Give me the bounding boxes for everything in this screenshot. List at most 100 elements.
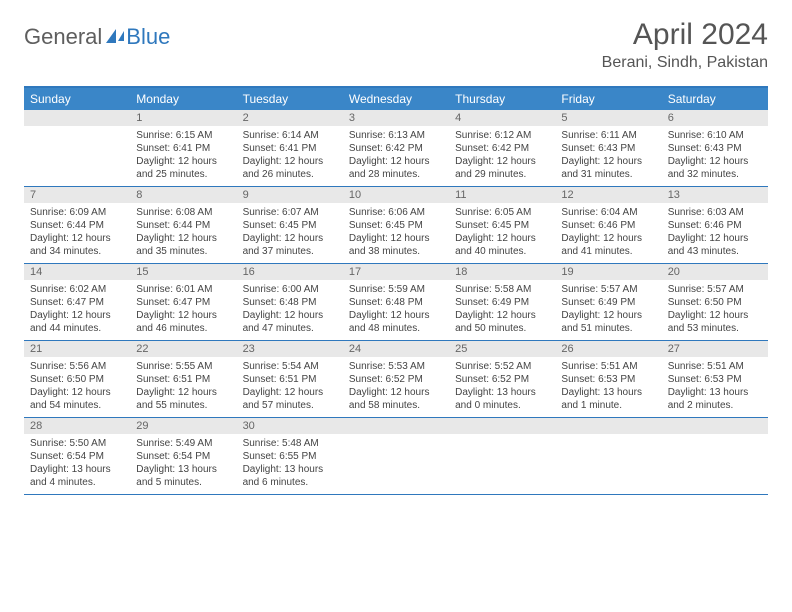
day-number: 7 <box>24 187 130 203</box>
daylight-text: Daylight: 12 hours and 47 minutes. <box>243 309 337 335</box>
sunset-text: Sunset: 6:46 PM <box>668 219 762 232</box>
day-number <box>24 110 130 126</box>
daylight-text: Daylight: 12 hours and 53 minutes. <box>668 309 762 335</box>
day-header-row: Sunday Monday Tuesday Wednesday Thursday… <box>24 88 768 110</box>
sunrise-text: Sunrise: 6:01 AM <box>136 283 230 296</box>
sunset-text: Sunset: 6:42 PM <box>349 142 443 155</box>
daylight-text: Daylight: 12 hours and 29 minutes. <box>455 155 549 181</box>
day-body: Sunrise: 5:54 AMSunset: 6:51 PMDaylight:… <box>237 357 343 417</box>
day-body: Sunrise: 6:15 AMSunset: 6:41 PMDaylight:… <box>130 126 236 186</box>
day-cell: 24Sunrise: 5:53 AMSunset: 6:52 PMDayligh… <box>343 341 449 417</box>
daylight-text: Daylight: 13 hours and 4 minutes. <box>30 463 124 489</box>
day-body: Sunrise: 5:57 AMSunset: 6:50 PMDaylight:… <box>662 280 768 340</box>
daylight-text: Daylight: 12 hours and 55 minutes. <box>136 386 230 412</box>
day-header-fri: Friday <box>555 88 661 110</box>
daylight-text: Daylight: 12 hours and 50 minutes. <box>455 309 549 335</box>
day-header-thu: Thursday <box>449 88 555 110</box>
logo-triangle2-icon <box>118 31 124 41</box>
daylight-text: Daylight: 12 hours and 54 minutes. <box>30 386 124 412</box>
sunrise-text: Sunrise: 5:49 AM <box>136 437 230 450</box>
day-number: 15 <box>130 264 236 280</box>
daylight-text: Daylight: 12 hours and 26 minutes. <box>243 155 337 181</box>
sunrise-text: Sunrise: 6:13 AM <box>349 129 443 142</box>
sunrise-text: Sunrise: 5:57 AM <box>668 283 762 296</box>
daylight-text: Daylight: 13 hours and 2 minutes. <box>668 386 762 412</box>
day-body: Sunrise: 5:52 AMSunset: 6:52 PMDaylight:… <box>449 357 555 417</box>
sunrise-text: Sunrise: 5:54 AM <box>243 360 337 373</box>
month-title: April 2024 <box>602 18 768 52</box>
day-number: 5 <box>555 110 661 126</box>
day-cell: 10Sunrise: 6:06 AMSunset: 6:45 PMDayligh… <box>343 187 449 263</box>
week-row: 7Sunrise: 6:09 AMSunset: 6:44 PMDaylight… <box>24 187 768 264</box>
day-body: Sunrise: 6:10 AMSunset: 6:43 PMDaylight:… <box>662 126 768 186</box>
day-cell: 30Sunrise: 5:48 AMSunset: 6:55 PMDayligh… <box>237 418 343 494</box>
daylight-text: Daylight: 12 hours and 57 minutes. <box>243 386 337 412</box>
calendar-grid: Sunday Monday Tuesday Wednesday Thursday… <box>24 86 768 495</box>
day-number: 4 <box>449 110 555 126</box>
sunset-text: Sunset: 6:43 PM <box>668 142 762 155</box>
daylight-text: Daylight: 12 hours and 43 minutes. <box>668 232 762 258</box>
day-cell: 12Sunrise: 6:04 AMSunset: 6:46 PMDayligh… <box>555 187 661 263</box>
week-row: 14Sunrise: 6:02 AMSunset: 6:47 PMDayligh… <box>24 264 768 341</box>
day-cell: 15Sunrise: 6:01 AMSunset: 6:47 PMDayligh… <box>130 264 236 340</box>
day-number: 9 <box>237 187 343 203</box>
daylight-text: Daylight: 13 hours and 5 minutes. <box>136 463 230 489</box>
sunrise-text: Sunrise: 6:15 AM <box>136 129 230 142</box>
sunset-text: Sunset: 6:50 PM <box>668 296 762 309</box>
daylight-text: Daylight: 12 hours and 48 minutes. <box>349 309 443 335</box>
day-cell: 23Sunrise: 5:54 AMSunset: 6:51 PMDayligh… <box>237 341 343 417</box>
day-number: 29 <box>130 418 236 434</box>
day-body: Sunrise: 6:00 AMSunset: 6:48 PMDaylight:… <box>237 280 343 340</box>
day-number: 6 <box>662 110 768 126</box>
logo-word2: Blue <box>126 24 170 50</box>
weeks-container: 1Sunrise: 6:15 AMSunset: 6:41 PMDaylight… <box>24 110 768 495</box>
day-cell: 21Sunrise: 5:56 AMSunset: 6:50 PMDayligh… <box>24 341 130 417</box>
sunset-text: Sunset: 6:46 PM <box>561 219 655 232</box>
daylight-text: Daylight: 12 hours and 51 minutes. <box>561 309 655 335</box>
sunrise-text: Sunrise: 6:04 AM <box>561 206 655 219</box>
sunset-text: Sunset: 6:53 PM <box>561 373 655 386</box>
day-cell: 26Sunrise: 5:51 AMSunset: 6:53 PMDayligh… <box>555 341 661 417</box>
daylight-text: Daylight: 13 hours and 0 minutes. <box>455 386 549 412</box>
day-cell <box>24 110 130 186</box>
day-body: Sunrise: 5:50 AMSunset: 6:54 PMDaylight:… <box>24 434 130 494</box>
sunset-text: Sunset: 6:47 PM <box>136 296 230 309</box>
day-body: Sunrise: 5:59 AMSunset: 6:48 PMDaylight:… <box>343 280 449 340</box>
day-cell: 7Sunrise: 6:09 AMSunset: 6:44 PMDaylight… <box>24 187 130 263</box>
sunset-text: Sunset: 6:44 PM <box>136 219 230 232</box>
day-header-sat: Saturday <box>662 88 768 110</box>
day-number: 21 <box>24 341 130 357</box>
sunrise-text: Sunrise: 6:06 AM <box>349 206 443 219</box>
day-cell: 4Sunrise: 6:12 AMSunset: 6:42 PMDaylight… <box>449 110 555 186</box>
daylight-text: Daylight: 12 hours and 31 minutes. <box>561 155 655 181</box>
sunset-text: Sunset: 6:49 PM <box>455 296 549 309</box>
logo-word1: General <box>24 24 102 50</box>
daylight-text: Daylight: 12 hours and 25 minutes. <box>136 155 230 181</box>
day-cell: 1Sunrise: 6:15 AMSunset: 6:41 PMDaylight… <box>130 110 236 186</box>
sunrise-text: Sunrise: 5:50 AM <box>30 437 124 450</box>
day-cell: 8Sunrise: 6:08 AMSunset: 6:44 PMDaylight… <box>130 187 236 263</box>
logo-triangle-icon <box>106 29 116 43</box>
sunrise-text: Sunrise: 5:51 AM <box>561 360 655 373</box>
title-block: April 2024 Berani, Sindh, Pakistan <box>602 18 768 72</box>
daylight-text: Daylight: 13 hours and 1 minute. <box>561 386 655 412</box>
day-body: Sunrise: 6:08 AMSunset: 6:44 PMDaylight:… <box>130 203 236 263</box>
sunrise-text: Sunrise: 5:51 AM <box>668 360 762 373</box>
sunset-text: Sunset: 6:45 PM <box>349 219 443 232</box>
day-body: Sunrise: 5:49 AMSunset: 6:54 PMDaylight:… <box>130 434 236 494</box>
day-cell: 22Sunrise: 5:55 AMSunset: 6:51 PMDayligh… <box>130 341 236 417</box>
day-number: 11 <box>449 187 555 203</box>
sunset-text: Sunset: 6:45 PM <box>243 219 337 232</box>
daylight-text: Daylight: 12 hours and 37 minutes. <box>243 232 337 258</box>
sunset-text: Sunset: 6:44 PM <box>30 219 124 232</box>
sunrise-text: Sunrise: 6:02 AM <box>30 283 124 296</box>
sunset-text: Sunset: 6:51 PM <box>136 373 230 386</box>
day-number <box>343 418 449 434</box>
daylight-text: Daylight: 13 hours and 6 minutes. <box>243 463 337 489</box>
week-row: 1Sunrise: 6:15 AMSunset: 6:41 PMDaylight… <box>24 110 768 187</box>
day-number: 28 <box>24 418 130 434</box>
day-body: Sunrise: 6:13 AMSunset: 6:42 PMDaylight:… <box>343 126 449 186</box>
day-cell <box>449 418 555 494</box>
sunrise-text: Sunrise: 6:14 AM <box>243 129 337 142</box>
day-cell: 17Sunrise: 5:59 AMSunset: 6:48 PMDayligh… <box>343 264 449 340</box>
